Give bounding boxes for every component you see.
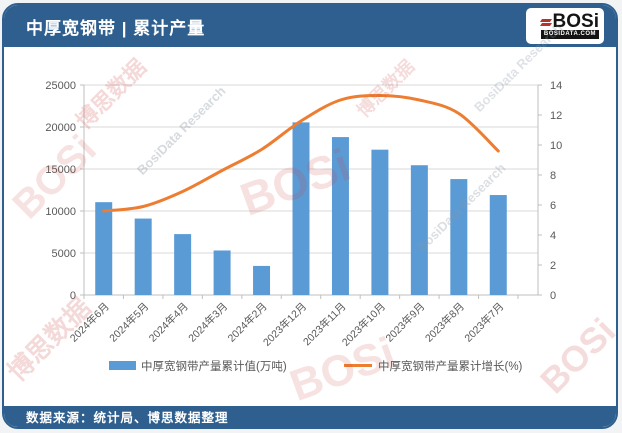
legend-bar-label: 中厚宽钢带产量累计值(万吨) <box>141 359 287 373</box>
x-axis-label: 2023年8月 <box>422 300 467 345</box>
bar <box>450 179 468 295</box>
legend-line-label: 中厚宽钢带产量累计增长(%) <box>378 359 523 373</box>
bar <box>95 202 113 295</box>
bar <box>213 250 231 295</box>
chart-canvas: 0 5000 10000 15000 20000 25000 0 2 4 6 8 10 12 14 2024… <box>45 80 562 373</box>
left-axis-tick-label: 15000 <box>45 164 76 176</box>
x-axis-label: 2024年5月 <box>107 300 152 345</box>
chart-area: 0 5000 10000 15000 20000 25000 0 2 4 6 8 10 12 14 2024… <box>4 47 616 406</box>
x-axis-label: 2024年6月 <box>67 300 112 345</box>
logo-wordmark: BOSi <box>552 11 599 32</box>
bar <box>253 265 271 295</box>
logo-red-stripes-icon <box>539 19 552 26</box>
x-axis-label: 2023年9月 <box>383 300 428 345</box>
bosi-logo: BOSi BOSIDATA.COM <box>526 8 604 44</box>
logo-wordmark-row: BOSi <box>539 11 599 32</box>
right-axis-tick-label: 4 <box>550 230 556 242</box>
x-axis-label: 2023年7月 <box>462 300 507 345</box>
legend-bar-swatch <box>109 361 136 370</box>
report-card: 中厚宽钢带 | 累计产量 BOSi BOSIDATA.COM 0 5000 1000… <box>2 3 618 429</box>
trend-line <box>102 93 500 213</box>
bar <box>331 137 349 295</box>
bar <box>174 234 192 295</box>
chart-title: 中厚宽钢带 | 累计产量 <box>26 18 206 38</box>
x-axis-label: 2024年3月 <box>186 300 231 345</box>
left-axis-tick-label: 0 <box>70 290 76 302</box>
right-axis-tick-label: 10 <box>550 140 562 152</box>
right-axis-tick-label: 14 <box>550 80 562 92</box>
header-bar: 中厚宽钢带 | 累计产量 BOSi BOSIDATA.COM <box>4 5 616 47</box>
bar <box>489 195 507 295</box>
bar <box>134 218 152 295</box>
right-axis-tick-label: 6 <box>550 200 556 212</box>
right-axis-tick-label: 8 <box>550 170 556 182</box>
logo-domain: BOSIDATA.COM <box>540 30 599 39</box>
left-axis-tick-label: 5000 <box>52 248 76 260</box>
bar <box>410 165 428 295</box>
left-axis-tick-label: 10000 <box>45 206 76 218</box>
right-axis-tick-label: 12 <box>550 110 562 122</box>
bar <box>371 149 389 295</box>
x-axis-label: 2024年4月 <box>146 300 191 345</box>
left-axis-tick-label: 25000 <box>45 80 76 92</box>
footer-bar: 数据来源：统计局、博思数据整理 <box>4 406 616 427</box>
left-axis-tick-label: 20000 <box>45 122 76 134</box>
bar <box>292 122 310 295</box>
data-source-label: 数据来源：统计局、博思数据整理 <box>26 411 229 425</box>
right-axis-tick-label: 0 <box>550 290 556 302</box>
right-axis-tick-label: 2 <box>550 260 556 272</box>
